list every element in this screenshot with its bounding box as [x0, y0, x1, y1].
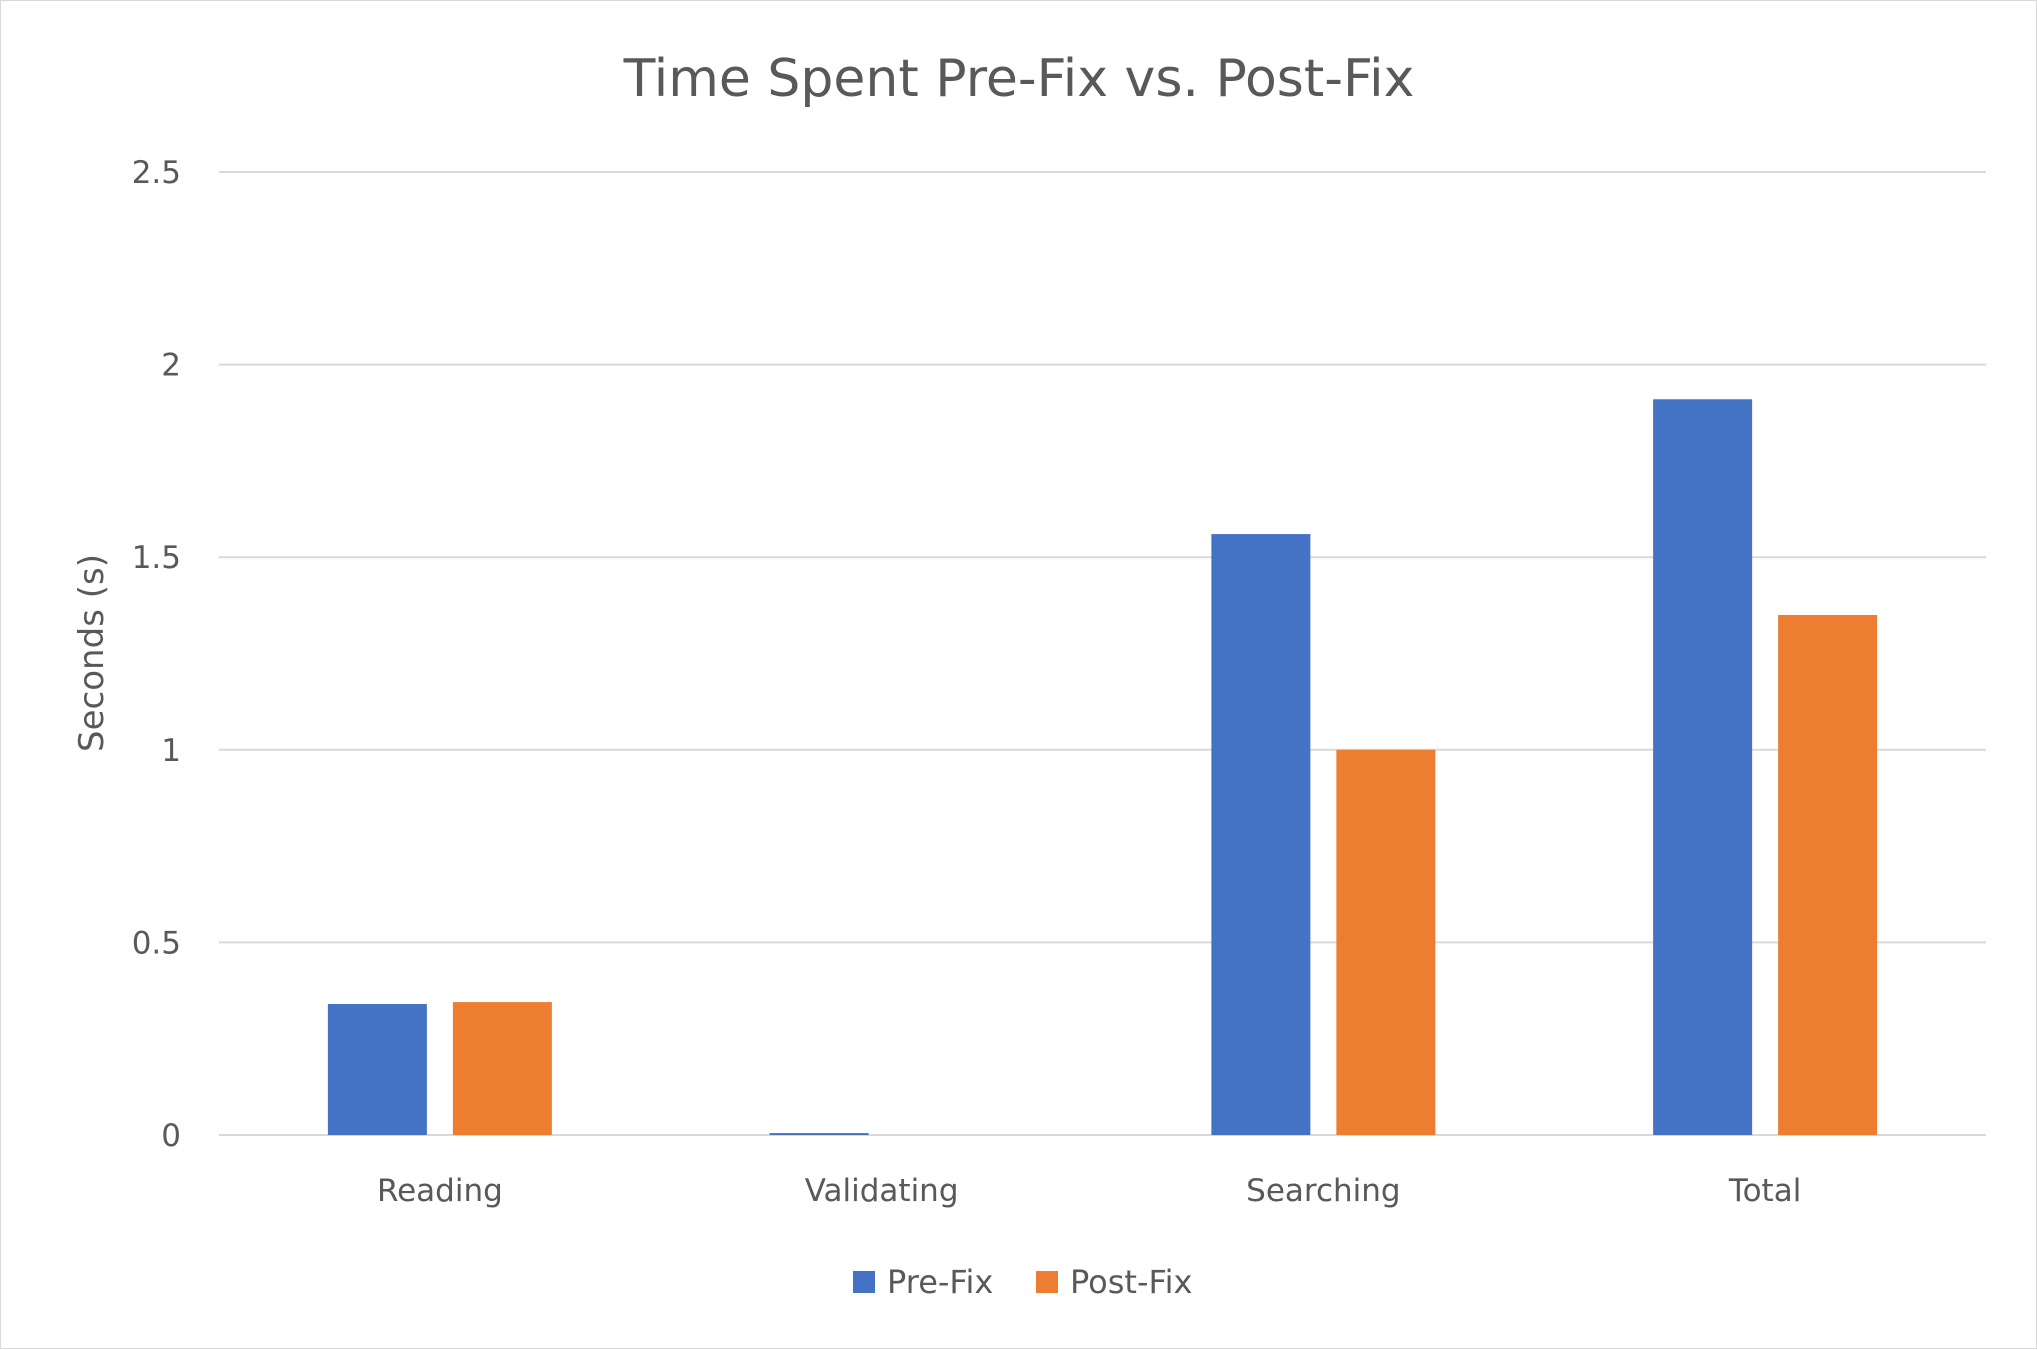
bar-post-fix-total [1778, 614, 1878, 1135]
y-axis-title: Seconds (s) [72, 554, 112, 752]
y-tick-label: 0 [161, 1118, 181, 1154]
bar-post-fix-searching [1336, 749, 1436, 1135]
y-tick-label: 2 [161, 348, 181, 384]
bars [327, 399, 1878, 1135]
bar-pre-fix-validating [769, 1133, 869, 1135]
y-tick-label: 2.5 [132, 155, 181, 191]
legend-label-post-fix: Post-Fix [1070, 1263, 1192, 1301]
x-tick-label: Validating [805, 1173, 959, 1209]
y-axis-ticks: 0 0.5 1 1.5 2 2.5 [132, 155, 181, 1154]
legend: Pre-Fix Post-Fix [853, 1263, 1192, 1301]
y-tick-label: 1.5 [132, 540, 181, 576]
bar-pre-fix-total [1653, 399, 1753, 1135]
x-tick-label: Searching [1246, 1173, 1400, 1209]
bar-post-fix-reading [452, 1002, 552, 1135]
bar-pre-fix-searching [1211, 534, 1311, 1135]
x-tick-label: Reading [377, 1173, 503, 1209]
chart-title: Time Spent Pre-Fix vs. Post-Fix [623, 49, 1415, 109]
x-tick-label: Total [1728, 1173, 1801, 1209]
y-tick-label: 1 [161, 733, 181, 769]
legend-label-pre-fix: Pre-Fix [887, 1263, 993, 1301]
bar-pre-fix-reading [327, 1004, 427, 1135]
legend-swatch-post-fix [1036, 1271, 1058, 1293]
legend-swatch-pre-fix [853, 1271, 875, 1293]
x-axis-ticks: Reading Validating Searching Total [377, 1173, 1801, 1209]
y-tick-label: 0.5 [132, 925, 181, 961]
